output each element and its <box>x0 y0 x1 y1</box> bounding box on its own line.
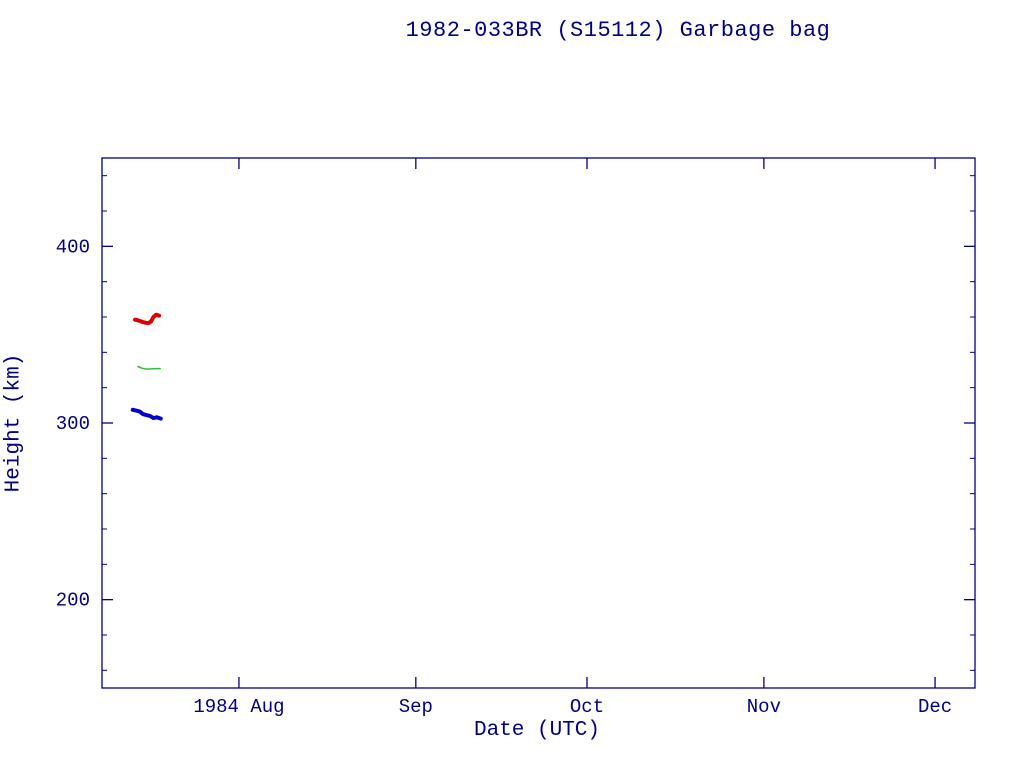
y-tick-label: 300 <box>56 413 90 435</box>
chart-title: 1982-033BR (S15112) Garbage bag <box>405 18 831 43</box>
series-apogee-height <box>133 312 162 325</box>
x-tick-label: Sep <box>399 696 433 718</box>
x-axis-label: Date (UTC) <box>473 719 601 742</box>
x-tick-label: Nov <box>747 696 781 718</box>
series-mean-height <box>137 365 161 370</box>
y-tick-label: 200 <box>56 590 90 612</box>
y-tick-label: 400 <box>56 236 90 258</box>
x-tick-label: 1984 Aug <box>193 696 284 718</box>
x-tick-label: Oct <box>570 696 604 718</box>
plot-frame <box>101 157 976 689</box>
series-perigee-height <box>130 407 163 421</box>
x-tick-label: Dec <box>918 696 952 718</box>
